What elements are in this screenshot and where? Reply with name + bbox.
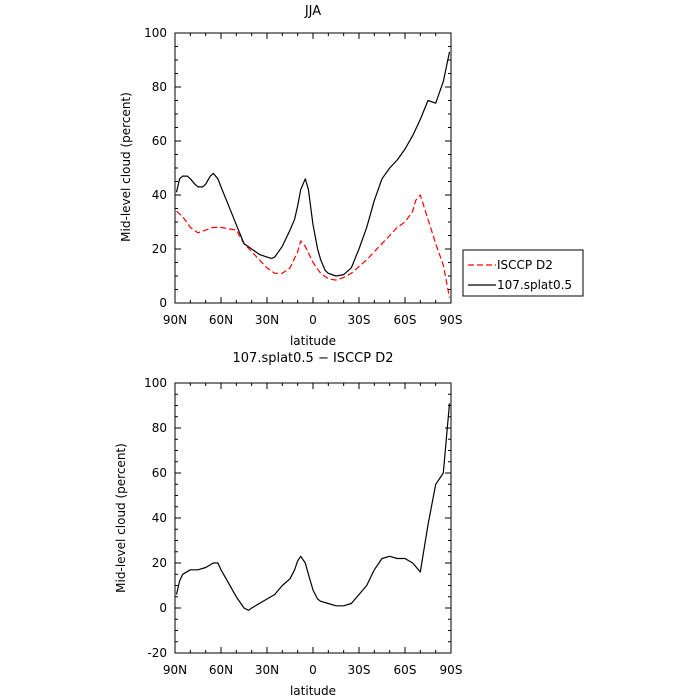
bottom-chart-title: 107.splat0.5 − ISCCP D2 — [233, 351, 394, 366]
legend-label-isccp-d2: ISCCP D2 — [497, 258, 553, 272]
top-chart-ytick-label: 60 — [152, 134, 167, 148]
top-chart-xtick-label: 30N — [255, 313, 279, 327]
bottom-chart-ytick-label: -20 — [147, 646, 167, 660]
top-chart-ytick-label: 0 — [159, 296, 167, 310]
bottom-chart-xtick-label: 60S — [394, 663, 417, 677]
top-chart-xlabel: latitude — [290, 334, 336, 348]
top-chart-xtick-label: 30S — [348, 313, 371, 327]
top-chart-ytick-label: 80 — [152, 80, 167, 94]
top-chart-ytick-label: 100 — [144, 26, 167, 40]
bottom-chart-ytick-label: 20 — [152, 556, 167, 570]
bottom-chart-ytick-label: 0 — [159, 601, 167, 615]
bottom-chart-series-series-0 — [175, 403, 451, 611]
top-chart-xtick-label: 60N — [209, 313, 233, 327]
bottom-chart-ytick-label: 40 — [152, 511, 167, 525]
legend-box — [462, 249, 584, 297]
bottom-chart-xtick-label: 90S — [440, 663, 463, 677]
bottom-chart-xtick-label: 60N — [209, 663, 233, 677]
top-chart-xtick-label: 90S — [440, 313, 463, 327]
bottom-chart-ylabel: Mid-level cloud (percent) — [114, 443, 128, 593]
legend-label-107-splat0-5: 107.splat0.5 — [497, 278, 572, 292]
top-chart-plot-area: 0 20 40 60 80 100 90N 60N 30N 0 30S 60S 90S — [144, 26, 462, 327]
top-chart-panel: JJA Mid-level cloud (percent) latitude 0… — [119, 4, 462, 348]
top-chart-xtick-label: 60S — [394, 313, 417, 327]
top-chart-title: JJA — [304, 4, 321, 19]
bottom-chart-xlabel: latitude — [290, 684, 336, 698]
top-chart-xtick-label: 90N — [163, 313, 187, 327]
top-chart-ytick-label: 40 — [152, 188, 167, 202]
bottom-chart-ytick-label: 100 — [144, 376, 167, 390]
bottom-chart-ytick-label: 80 — [152, 421, 167, 435]
top-chart-ylabel: Mid-level cloud (percent) — [119, 92, 133, 242]
legend: ISCCP D2 107.splat0.5 — [462, 249, 584, 297]
bottom-chart-frame — [174, 382, 452, 654]
bottom-chart-plot-area: -20 0 20 40 60 80 100 90N 60N 30N 0 30S 60S 90S — [144, 376, 462, 677]
top-chart-ytick-label: 20 — [152, 242, 167, 256]
bottom-chart-xtick-label: 0 — [309, 663, 317, 677]
top-chart-xtick-label: 0 — [309, 313, 317, 327]
top-chart-series-isccp-d2 — [176, 194, 451, 298]
bottom-chart-xtick-label: 30N — [255, 663, 279, 677]
top-chart-series-107-splat0-5 — [175, 51, 451, 277]
bottom-chart-ytick-label: 60 — [152, 466, 167, 480]
bottom-chart-panel: 107.splat0.5 − ISCCP D2 Mid-level cloud … — [114, 351, 462, 698]
bottom-chart-xtick-label: 90N — [163, 663, 187, 677]
bottom-chart-xtick-label: 30S — [348, 663, 371, 677]
